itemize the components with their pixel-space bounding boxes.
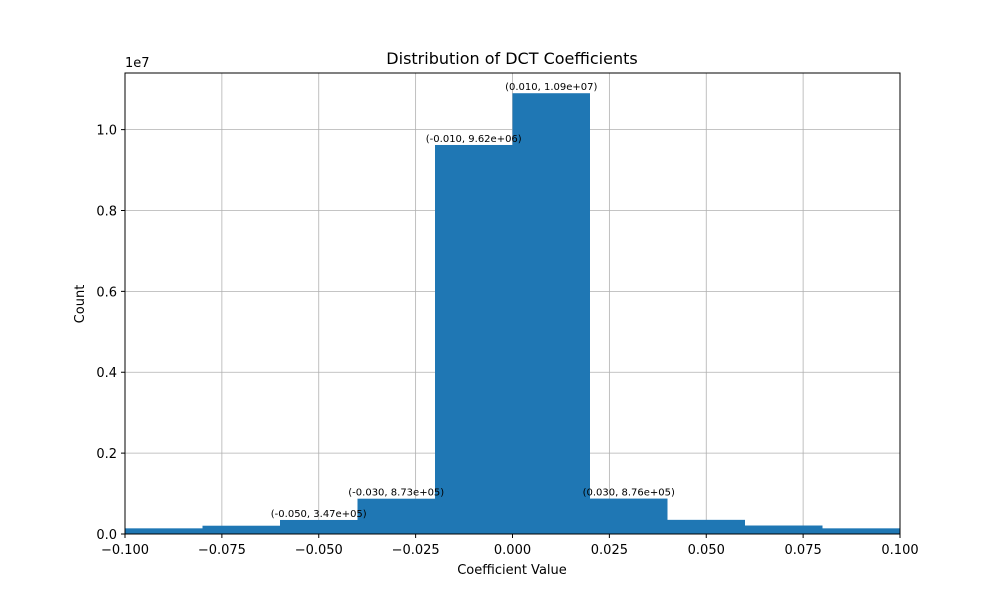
x-tick-label: 0.075 <box>785 543 822 558</box>
y-axis-label: Count <box>73 285 88 324</box>
data-label: (-0.010, 9.62e+06) <box>426 134 522 145</box>
x-tick-label: −0.025 <box>392 543 440 558</box>
y-tick-label: 1.0 <box>96 124 117 139</box>
data-label: (-0.030, 8.73e+05) <box>348 488 444 499</box>
histogram-bar <box>357 498 435 534</box>
x-tick-label: 0.025 <box>591 543 628 558</box>
x-tick-label: 0.100 <box>881 543 918 558</box>
histogram-bar <box>590 498 668 534</box>
histogram-bar <box>435 144 513 534</box>
bars <box>125 93 900 534</box>
histogram-bar <box>280 519 358 534</box>
histogram-bar <box>745 525 823 534</box>
x-axis-ticks: −0.100 −0.075 −0.050 −0.025 0.000 0.025 0.050 0… <box>101 534 919 558</box>
data-label: (-0.050, 3.47e+05) <box>271 509 367 520</box>
histogram-bar <box>667 519 745 534</box>
x-tick-label: −0.100 <box>101 543 149 558</box>
data-label: (0.010, 1.09e+07) <box>505 82 597 93</box>
y-tick-label: 0.2 <box>96 447 117 462</box>
y-tick-label: 0.0 <box>96 528 117 543</box>
histogram-bar <box>822 528 900 534</box>
histogram-bar <box>202 525 280 534</box>
x-axis-label: Coefficient Value <box>457 563 567 578</box>
data-label: (0.030, 8.76e+05) <box>583 488 675 499</box>
x-tick-label: −0.050 <box>295 543 343 558</box>
y-tick-label: 0.6 <box>96 285 117 300</box>
x-tick-label: −0.075 <box>198 543 246 558</box>
y-axis-ticks: 0.0 0.2 0.4 0.6 0.8 1.0 <box>96 124 125 543</box>
y-axis-offset-label: 1e7 <box>125 56 150 71</box>
annotations: (-0.050, 3.47e+05) (-0.030, 8.73e+05) (-0.… <box>271 82 675 520</box>
x-tick-label: 0.050 <box>688 543 725 558</box>
x-tick-label: 0.000 <box>494 543 531 558</box>
histogram-bar <box>125 528 203 534</box>
histogram-bar <box>512 93 590 534</box>
y-tick-label: 0.4 <box>96 366 117 381</box>
chart-title: Distribution of DCT Coefficients <box>386 49 637 68</box>
y-tick-label: 0.8 <box>96 204 117 219</box>
